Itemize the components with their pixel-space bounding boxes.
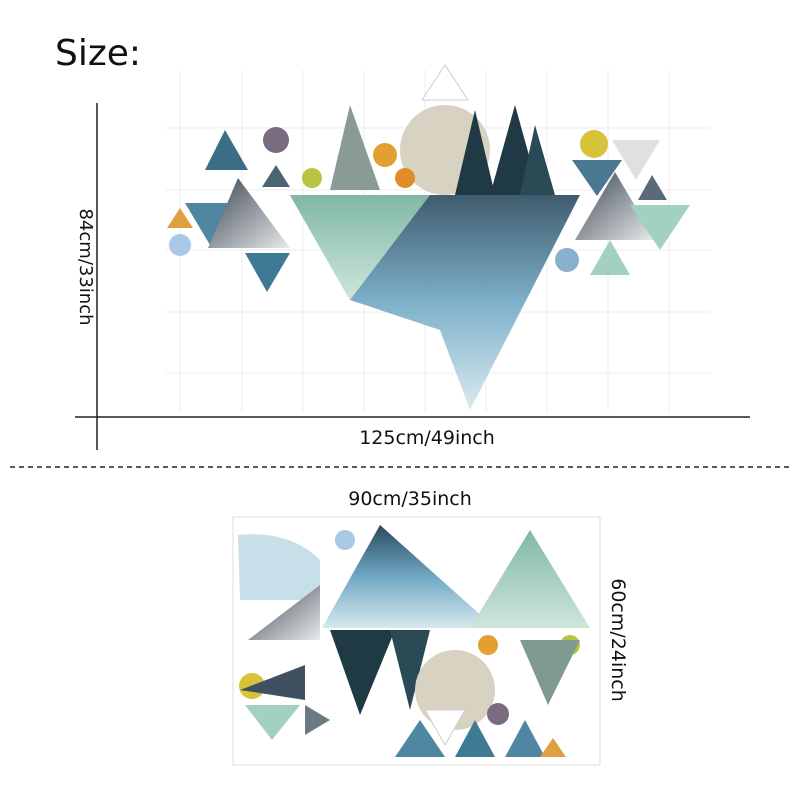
small-height-label: 60cm/24inch bbox=[607, 578, 629, 702]
small-artwork bbox=[232, 516, 601, 766]
large-artwork bbox=[165, 64, 710, 412]
large-width-label: 125cm/49inch bbox=[359, 427, 495, 449]
title: Size: bbox=[55, 33, 141, 74]
small-width-label: 90cm/35inch bbox=[348, 488, 472, 510]
large-height-label: 84cm/33inch bbox=[75, 208, 96, 325]
